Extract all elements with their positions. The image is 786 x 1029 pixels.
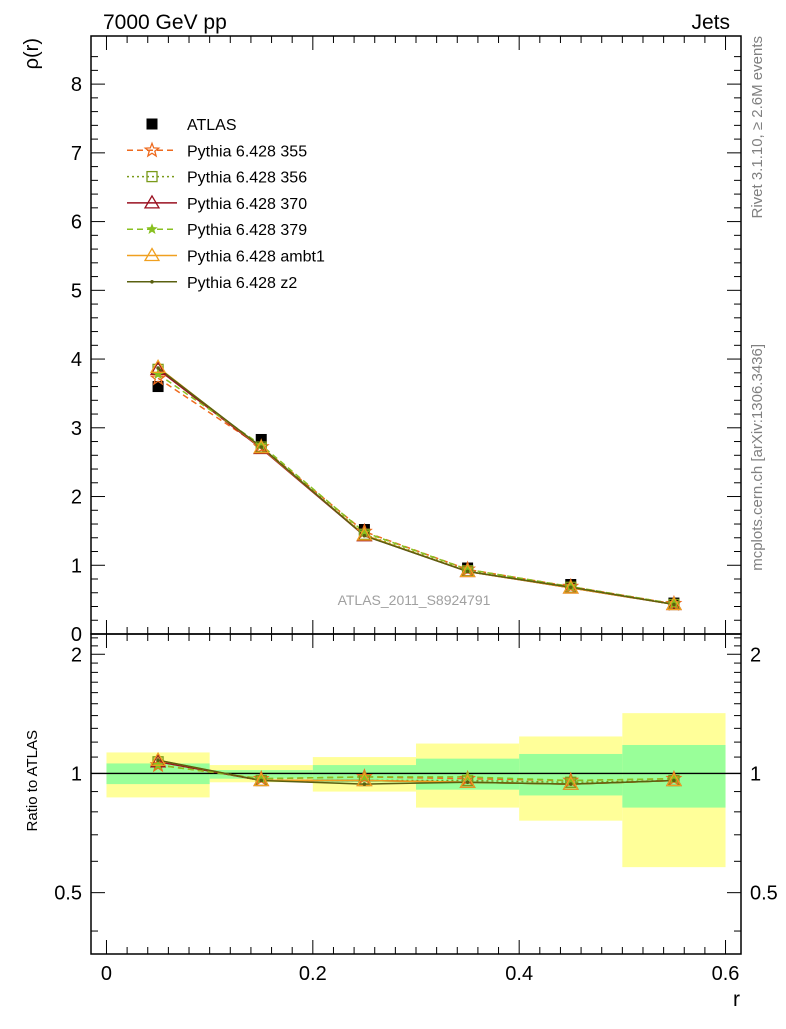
ratio-point-z2 bbox=[362, 782, 367, 786]
ratio-point-ambt1 bbox=[665, 772, 683, 787]
main-line-p370 bbox=[157, 368, 675, 606]
ratio-point-p379 bbox=[565, 774, 577, 786]
mcplots-label: mcplots.cern.ch [arXiv:1306.3436] bbox=[749, 344, 766, 571]
ratio-point-p355 bbox=[355, 768, 373, 785]
main-line-ambt1 bbox=[157, 366, 675, 606]
analysis-label: ATLAS_2011_S8924791 bbox=[338, 592, 491, 608]
ratio-line-p356 bbox=[157, 761, 674, 784]
ratio-y-tick-label: 2 bbox=[71, 644, 82, 666]
main-y-tick-label: 3 bbox=[71, 418, 82, 440]
legend-label-atlas: ATLAS bbox=[187, 117, 237, 134]
legend-marker-z2 bbox=[150, 280, 154, 284]
legend-marker-p379 bbox=[146, 223, 158, 235]
main-y-axis-label: ρ(r) bbox=[21, 38, 43, 69]
main-line-p356 bbox=[157, 368, 675, 606]
ratio-point-ambt1 bbox=[459, 773, 476, 788]
legend-label-ambt1: Pythia 6.428 ambt1 bbox=[187, 249, 325, 266]
axis-ticks bbox=[91, 36, 741, 954]
legend-marker-p370 bbox=[143, 194, 161, 209]
ratio-point-z2 bbox=[465, 780, 470, 785]
ratio-panel-frame bbox=[90, 633, 742, 955]
legend-marker-p355 bbox=[143, 141, 161, 158]
main-point-p379 bbox=[461, 563, 474, 575]
x-tick-label: 0.6 bbox=[712, 963, 740, 985]
main-y-tick-label: 2 bbox=[71, 487, 82, 509]
x-tick-label: 0.4 bbox=[505, 963, 533, 985]
legend-label-p379: Pythia 6.428 379 bbox=[187, 222, 307, 239]
main-y-tick-label: 6 bbox=[71, 212, 82, 234]
ratio-point-z2 bbox=[156, 758, 160, 763]
legend-label-p356: Pythia 6.428 356 bbox=[187, 170, 307, 187]
ratio-y-tick-label: 1 bbox=[71, 763, 82, 785]
main-y-tick-label: 4 bbox=[71, 349, 82, 371]
main-point-z2 bbox=[362, 533, 367, 538]
main-point-p379 bbox=[152, 368, 164, 380]
ratio-point-p379 bbox=[152, 759, 164, 770]
main-point-ambt1 bbox=[562, 579, 579, 594]
legend: ATLAS Pythia 6.428 355 Pythia 6.428 356 Pyt… bbox=[127, 117, 325, 292]
main-point-ambt1 bbox=[356, 526, 373, 541]
tick-labels: 0 1 2 3 4 5 6 7 8 0 0.2 0.4 0.6 0.5 0.5 1 1 2 2 bbox=[54, 74, 778, 985]
x-tick-label: 0 bbox=[101, 963, 112, 985]
main-y-tick-label: 7 bbox=[71, 143, 82, 165]
legend-label-z2: Pythia 6.428 z2 bbox=[187, 275, 297, 292]
ratio-point-ambt1 bbox=[149, 751, 167, 766]
ratio-y-tick-label-right: 0.5 bbox=[750, 883, 778, 905]
main-y-tick-label: 0 bbox=[71, 624, 82, 646]
ratio-y-axis-label: Ratio to ATLAS bbox=[24, 730, 41, 831]
main-point-z2 bbox=[156, 366, 160, 370]
ratio-point-z2 bbox=[259, 778, 264, 783]
main-point-p379 bbox=[358, 526, 371, 538]
main-point-z2 bbox=[672, 602, 676, 607]
main-y-tick-label: 1 bbox=[71, 555, 82, 577]
ratio-point-ambt1 bbox=[562, 775, 579, 790]
main-line-p355 bbox=[157, 377, 675, 605]
x-axis-label: r bbox=[733, 988, 740, 1011]
main-point-p379 bbox=[255, 438, 267, 450]
ratio-point-z2 bbox=[568, 782, 573, 786]
main-y-tick-label: 8 bbox=[71, 74, 82, 96]
ratio-line-z2 bbox=[157, 759, 674, 785]
ratio-y-tick-label: 0.5 bbox=[54, 883, 82, 905]
main-point-z2 bbox=[568, 585, 573, 590]
main-point-ambt1 bbox=[665, 596, 683, 611]
legend-label-p355: Pythia 6.428 355 bbox=[187, 143, 307, 160]
rivet-label: Rivet 3.1.10, ≥ 2.6M events bbox=[749, 36, 766, 219]
main-line-z2 bbox=[157, 367, 675, 606]
main-series-layer bbox=[149, 359, 683, 611]
ratio-point-p379 bbox=[668, 772, 680, 784]
ratio-point-z2 bbox=[672, 778, 676, 783]
main-point-ambt1 bbox=[149, 359, 167, 373]
main-point-z2 bbox=[465, 569, 470, 574]
ratio-point-p379 bbox=[255, 772, 267, 784]
main-line-p379 bbox=[157, 373, 675, 605]
main-point-p355 bbox=[149, 369, 167, 386]
main-point-ambt1 bbox=[253, 439, 270, 454]
header-right-title: Jets bbox=[691, 11, 730, 34]
legend-marker-ambt1 bbox=[143, 247, 161, 262]
legend-label-p370: Pythia 6.428 370 bbox=[187, 196, 307, 213]
x-tick-label: 0.2 bbox=[299, 963, 327, 985]
legend-marker-atlas bbox=[146, 118, 158, 130]
main-point-z2 bbox=[259, 445, 264, 449]
main-point-ambt1 bbox=[459, 563, 476, 578]
ratio-point-p379 bbox=[358, 770, 371, 782]
main-y-tick-label: 5 bbox=[71, 280, 82, 302]
ratio-point-ambt1 bbox=[253, 772, 270, 787]
main-point-atlas bbox=[152, 381, 164, 393]
ratio-uncertainty-bands bbox=[91, 713, 741, 868]
ratio-y-tick-label-right: 2 bbox=[750, 644, 761, 666]
legend-marker-p356 bbox=[146, 170, 158, 183]
header-left-title: 7000 GeV pp bbox=[103, 11, 227, 34]
ratio-line-p379 bbox=[158, 764, 674, 782]
ratio-series-layer bbox=[149, 751, 683, 790]
ratio-y-tick-label-right: 1 bbox=[750, 763, 761, 785]
